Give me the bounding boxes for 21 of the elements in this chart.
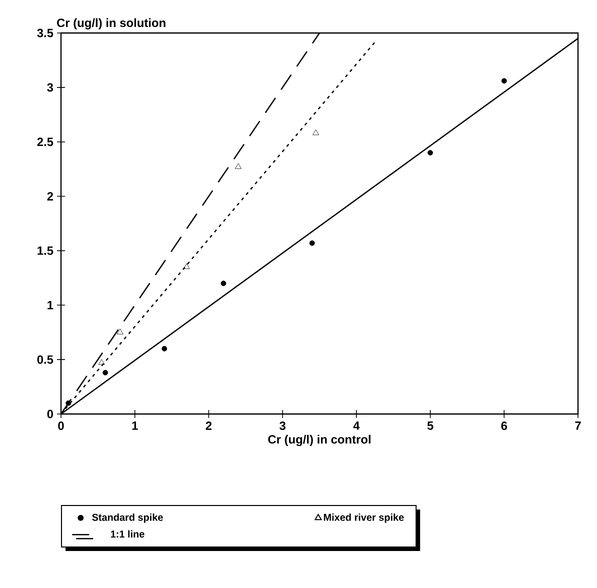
x-tick-label: 7 — [575, 422, 581, 430]
y-tick-label: 0.5 — [37, 355, 54, 364]
legend-label: Mixed river spike — [324, 514, 404, 523]
legend-label: Standard spike — [92, 514, 163, 523]
x-tick-label: 1 — [132, 422, 138, 430]
y-tick-label: 1 — [48, 301, 54, 310]
y-tick-label: 2.5 — [37, 138, 54, 146]
y-tick-label: 2 — [47, 192, 54, 200]
y-axis-title: Cr (ug/l) in solution — [57, 18, 166, 30]
y-tick-label: 3 — [47, 83, 54, 92]
x-tick-label: 2 — [206, 422, 212, 430]
y-tick-label: 3.5 — [37, 28, 54, 38]
legend-label: 1:1 line — [110, 530, 144, 538]
x-tick-label: 3 — [280, 422, 286, 430]
x-tick-label: 4 — [353, 422, 360, 430]
x-axis-title: Cr (ug/l) in control — [268, 434, 370, 446]
y-tick-label: 0 — [47, 410, 53, 418]
x-tick-label: 5 — [427, 422, 434, 430]
x-tick-label: 0 — [58, 422, 64, 430]
y-tick-label: 1.5 — [38, 246, 54, 255]
x-tick-label: 6 — [501, 422, 508, 430]
